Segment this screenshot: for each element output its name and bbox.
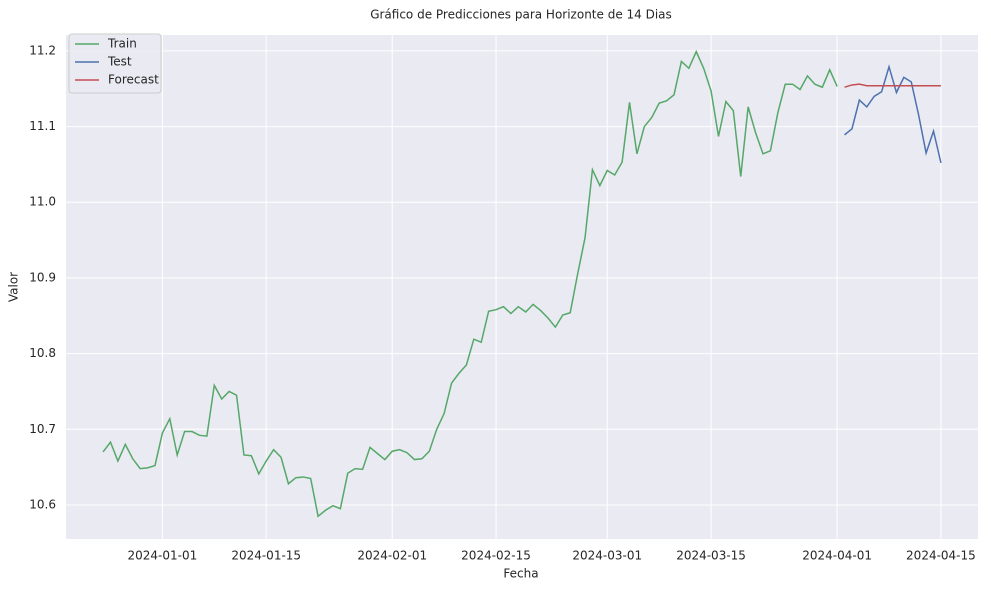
line-series (102, 49, 838, 518)
x-tick-label: 2024-04-01 (802, 549, 872, 563)
legend-label: Train (107, 37, 137, 51)
legend: Train Test Forecast (68, 33, 162, 94)
x-tick-label: 2024-02-01 (357, 549, 427, 563)
line-series (844, 64, 942, 164)
plot-area (66, 35, 978, 539)
x-axis-label: Fecha (503, 567, 538, 581)
chart-title: Gráfico de Predicciones para Horizonte d… (370, 8, 672, 22)
y-tick-label: 10.9 (29, 270, 56, 284)
x-tick-label: 2024-03-15 (676, 549, 746, 563)
y-tick-label: 10.7 (29, 422, 56, 436)
x-tick-label: 2024-03-01 (572, 549, 642, 563)
y-tick-label: 11.1 (29, 119, 56, 133)
legend-label: Test (107, 55, 132, 69)
y-tick-label: 10.6 (29, 497, 56, 511)
x-tick-label: 2024-01-01 (128, 549, 198, 563)
x-tick-label: 2024-01-15 (231, 549, 301, 563)
y-axis-label: Valor (7, 272, 21, 302)
x-tick-label: 2024-02-15 (461, 549, 531, 563)
y-tick-label: 10.8 (29, 346, 56, 360)
x-tick-label: 2024-04-15 (906, 549, 976, 563)
legend-box (68, 33, 162, 94)
y-tick-label: 11.2 (29, 43, 56, 57)
legend-label: Forecast (108, 73, 159, 87)
y-tick-label: 11.0 (29, 195, 56, 209)
line-series (844, 83, 941, 88)
